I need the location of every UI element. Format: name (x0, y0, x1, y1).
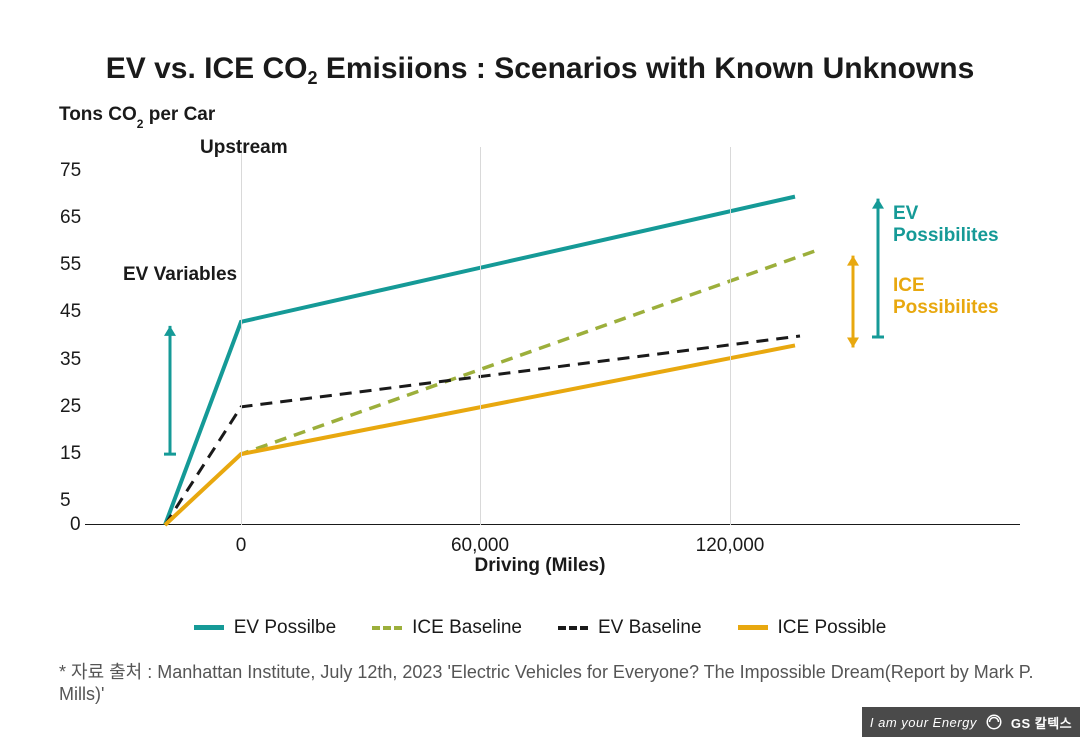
legend-swatch (738, 625, 768, 630)
y-axis-title: Tons CO2 per Car (59, 104, 215, 128)
range-arrow (872, 199, 884, 337)
y-tick: 15 (60, 443, 81, 465)
annotation-label: ICE Possibilites (893, 275, 1020, 319)
gridline (241, 147, 242, 525)
y-tick: 5 (60, 490, 71, 512)
x-tick: 60,000 (451, 535, 509, 557)
brand-logo-icon (985, 713, 1003, 731)
legend-item: ICE Baseline (372, 617, 522, 639)
y-tick: 65 (60, 207, 81, 229)
y-tick: 25 (60, 396, 81, 418)
legend-label: EV Possilbe (234, 617, 336, 639)
x-tick: 0 (236, 535, 247, 557)
plot-area: 0515253545556575060,000120,000UpstreamEV… (85, 147, 1020, 525)
x-axis-title: Driving (Miles) (0, 555, 1080, 577)
legend-item: ICE Possible (738, 617, 887, 639)
y-tick: 35 (60, 349, 81, 371)
gridline (480, 147, 481, 525)
range-arrow (847, 256, 859, 348)
annotation-label: EV Possibilites (893, 203, 1020, 247)
annotation-label: Upstream (200, 137, 288, 159)
annotation-label: EV Variables (123, 264, 237, 286)
gridline (730, 147, 731, 525)
range-arrow (164, 326, 176, 454)
brand-slogan: I am your Energy (870, 715, 977, 730)
source-text: * 자료 출처 : Manhattan Institute, July 12th… (59, 658, 1080, 705)
x-tick: 120,000 (696, 535, 765, 557)
legend-swatch (372, 626, 402, 630)
legend: EV Possilbe ICE Baseline EV Baseline ICE Po… (0, 614, 1080, 639)
legend-swatch (558, 626, 588, 630)
y-tick: 0 (70, 514, 81, 536)
brand-badge: I am your Energy GS 칼텍스 (862, 707, 1080, 737)
y-tick: 55 (60, 254, 81, 276)
legend-label: EV Baseline (598, 617, 702, 639)
legend-label: ICE Baseline (412, 617, 522, 639)
legend-item: EV Baseline (558, 617, 702, 639)
chart-lines (85, 147, 1020, 525)
legend-label: ICE Possible (778, 617, 887, 639)
y-tick: 45 (60, 301, 81, 323)
series-ice_baseline (165, 251, 815, 525)
legend-swatch (194, 625, 224, 630)
brand-name: GS 칼텍스 (1011, 713, 1072, 732)
legend-item: EV Possilbe (194, 617, 336, 639)
y-tick: 75 (60, 160, 81, 182)
chart-title: EV vs. ICE CO2 Emisiions : Scenarios wit… (0, 52, 1080, 86)
